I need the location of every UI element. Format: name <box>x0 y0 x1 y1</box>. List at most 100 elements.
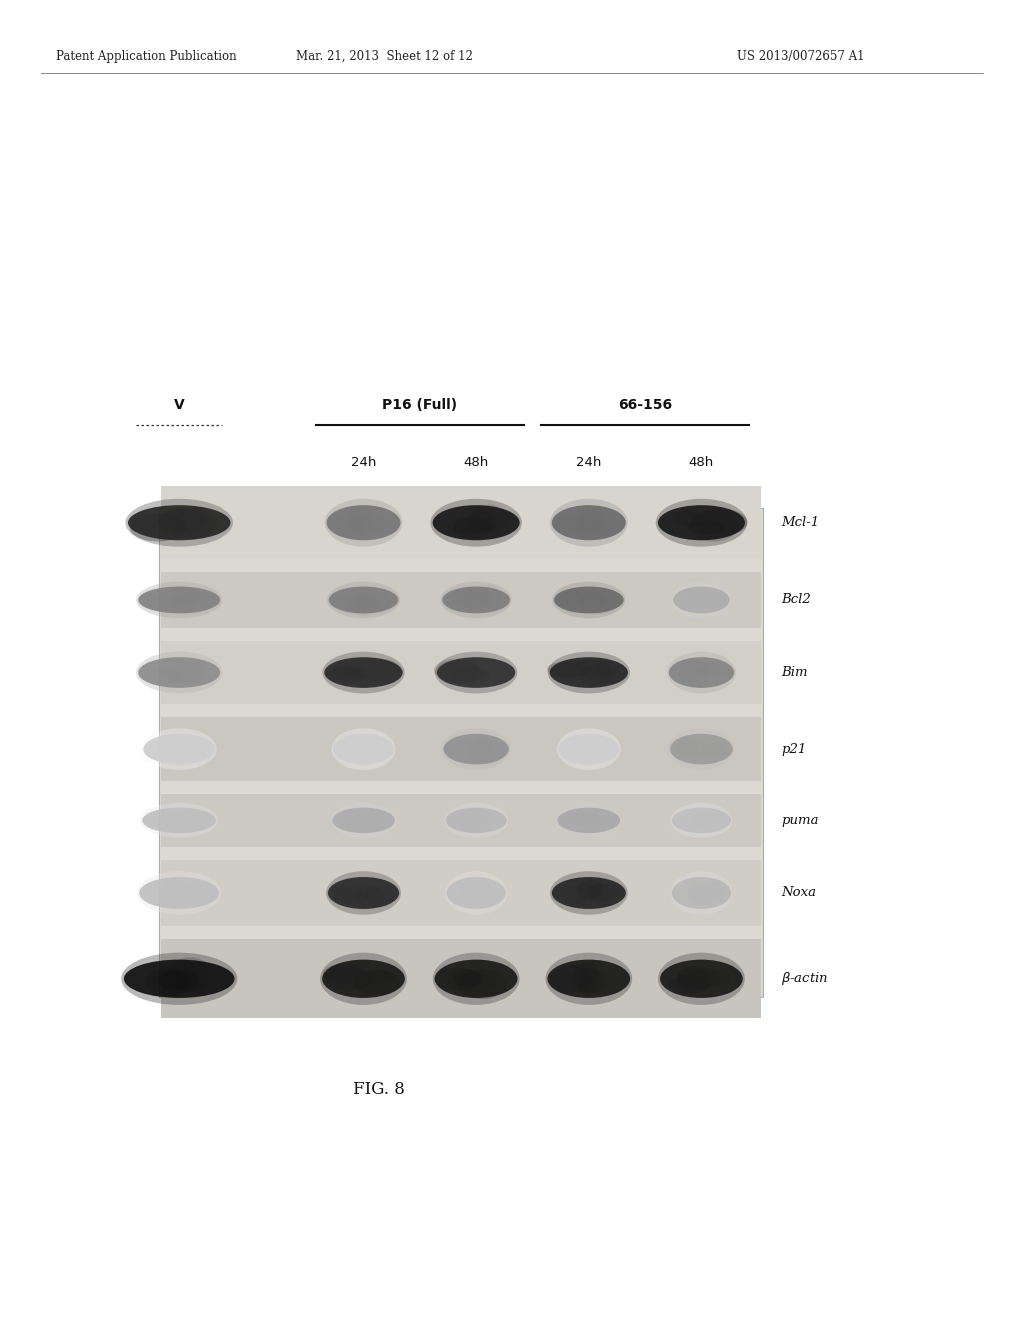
Ellipse shape <box>678 661 709 681</box>
Ellipse shape <box>548 960 630 998</box>
Text: 48h: 48h <box>689 455 714 469</box>
Text: Bcl2: Bcl2 <box>781 594 811 606</box>
Ellipse shape <box>334 887 370 904</box>
Ellipse shape <box>121 953 238 1005</box>
Ellipse shape <box>550 965 594 994</box>
Ellipse shape <box>678 969 710 994</box>
Ellipse shape <box>590 520 616 533</box>
Ellipse shape <box>655 499 748 546</box>
Ellipse shape <box>170 593 210 614</box>
Ellipse shape <box>337 594 368 614</box>
Ellipse shape <box>435 960 517 998</box>
Ellipse shape <box>347 816 370 829</box>
Ellipse shape <box>557 729 621 770</box>
Ellipse shape <box>558 734 620 764</box>
Ellipse shape <box>687 521 724 535</box>
Ellipse shape <box>573 813 597 824</box>
Ellipse shape <box>580 590 617 614</box>
Ellipse shape <box>443 734 509 764</box>
Text: 66-156: 66-156 <box>618 397 672 412</box>
Ellipse shape <box>334 663 360 676</box>
Ellipse shape <box>547 661 592 677</box>
Ellipse shape <box>697 597 723 606</box>
FancyBboxPatch shape <box>161 573 761 628</box>
Ellipse shape <box>445 871 507 915</box>
Ellipse shape <box>138 586 220 614</box>
Ellipse shape <box>437 657 515 688</box>
Ellipse shape <box>142 808 216 833</box>
Ellipse shape <box>365 886 394 907</box>
Ellipse shape <box>452 589 477 607</box>
Ellipse shape <box>669 729 734 770</box>
Ellipse shape <box>689 510 738 541</box>
Ellipse shape <box>556 803 622 838</box>
Ellipse shape <box>433 506 520 540</box>
Ellipse shape <box>469 504 508 533</box>
Ellipse shape <box>574 962 599 994</box>
Ellipse shape <box>328 876 399 909</box>
Ellipse shape <box>327 582 400 618</box>
Ellipse shape <box>347 506 374 536</box>
Ellipse shape <box>672 582 731 618</box>
Ellipse shape <box>453 969 482 987</box>
Ellipse shape <box>671 871 732 915</box>
Ellipse shape <box>658 953 744 1005</box>
Ellipse shape <box>354 659 401 682</box>
Ellipse shape <box>473 737 503 764</box>
Ellipse shape <box>323 652 404 693</box>
Text: Patent Application Publication: Patent Application Publication <box>56 50 237 63</box>
Ellipse shape <box>334 516 364 536</box>
Ellipse shape <box>140 803 218 838</box>
Ellipse shape <box>128 506 230 540</box>
Text: Mar. 21, 2013  Sheet 12 of 12: Mar. 21, 2013 Sheet 12 of 12 <box>296 50 472 63</box>
Ellipse shape <box>670 734 733 764</box>
Ellipse shape <box>332 808 395 833</box>
Ellipse shape <box>450 667 489 682</box>
Ellipse shape <box>548 652 630 693</box>
Ellipse shape <box>677 966 716 990</box>
FancyBboxPatch shape <box>161 795 761 847</box>
Ellipse shape <box>442 586 510 614</box>
Ellipse shape <box>454 517 494 539</box>
Ellipse shape <box>352 516 387 531</box>
Ellipse shape <box>697 664 736 678</box>
FancyBboxPatch shape <box>161 642 761 705</box>
Ellipse shape <box>554 586 624 614</box>
Ellipse shape <box>586 883 617 902</box>
Ellipse shape <box>694 743 729 759</box>
Ellipse shape <box>445 808 507 833</box>
Text: Bim: Bim <box>781 667 808 678</box>
Ellipse shape <box>124 960 234 998</box>
FancyBboxPatch shape <box>159 508 763 997</box>
Ellipse shape <box>333 734 394 764</box>
Ellipse shape <box>351 812 382 834</box>
Ellipse shape <box>136 652 222 693</box>
Text: Noxa: Noxa <box>781 887 816 899</box>
Text: 48h: 48h <box>464 455 488 469</box>
Ellipse shape <box>577 510 605 532</box>
Ellipse shape <box>696 661 722 675</box>
Ellipse shape <box>331 803 396 838</box>
Ellipse shape <box>671 803 732 838</box>
Ellipse shape <box>435 660 478 684</box>
Ellipse shape <box>449 587 488 610</box>
Ellipse shape <box>146 597 189 609</box>
Ellipse shape <box>568 660 610 676</box>
Ellipse shape <box>434 968 480 990</box>
Ellipse shape <box>323 964 364 985</box>
Ellipse shape <box>326 871 401 915</box>
Ellipse shape <box>130 513 186 541</box>
Text: V: V <box>174 397 184 412</box>
Ellipse shape <box>581 597 609 607</box>
Ellipse shape <box>366 970 393 985</box>
Ellipse shape <box>147 657 191 684</box>
Ellipse shape <box>566 813 588 826</box>
Ellipse shape <box>159 969 200 994</box>
Ellipse shape <box>349 511 372 529</box>
Ellipse shape <box>136 582 222 618</box>
Ellipse shape <box>586 814 614 824</box>
Ellipse shape <box>552 506 626 540</box>
Ellipse shape <box>669 974 710 994</box>
Ellipse shape <box>446 876 506 909</box>
Ellipse shape <box>462 589 492 610</box>
